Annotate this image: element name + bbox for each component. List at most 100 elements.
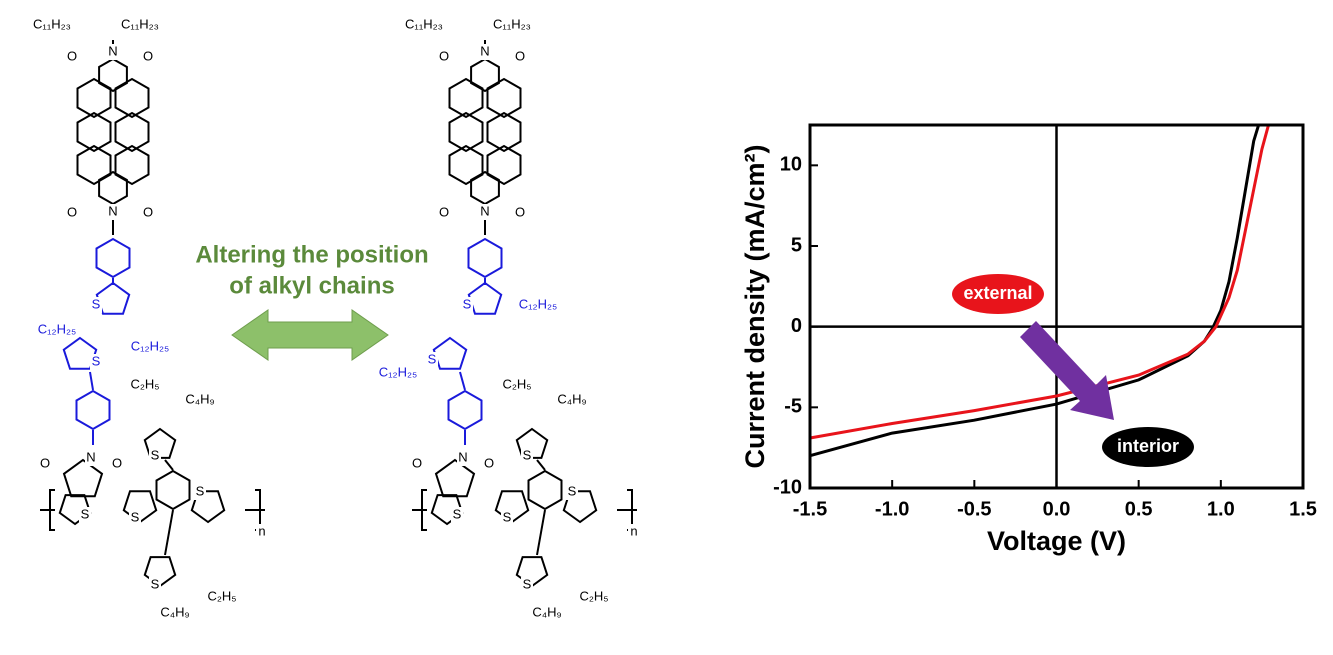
atom-label: O [67,204,77,219]
y-tick-label: 0 [791,315,802,337]
ring [114,111,150,153]
label-bg [438,49,450,65]
label-bg [107,44,119,60]
label-bg [514,205,526,221]
label-bg [588,589,600,605]
label-bg [142,49,154,65]
label-bg [461,297,473,313]
bond [536,509,546,556]
label-bg [514,49,526,65]
y-tick-label: -5 [784,396,802,418]
x-tick-label: 0.0 [1043,498,1071,520]
atom-label: C₂H₅ [207,588,236,603]
atom-label: C₂H₅ [502,376,531,391]
plot-frame [808,123,1305,490]
legend-marker [1102,427,1194,467]
x-tick-label: 1.5 [1289,498,1317,520]
label-bg [90,354,102,370]
label-bg [483,456,495,472]
atom-label: S [151,576,160,591]
label-bg [66,49,78,65]
trend-arrow [1020,321,1114,420]
ring [98,170,128,206]
bond [89,371,94,391]
label-bg [39,456,51,472]
ring [432,336,468,370]
legend-marker [952,274,1044,314]
atom-label: O [412,455,422,470]
atom-label: C₁₁H₂₃ [493,16,531,31]
ring [190,490,226,524]
atom-label: S [428,351,437,366]
ring [95,281,131,315]
bracket [412,489,637,531]
label-bg [216,589,228,605]
label-bg [194,484,206,500]
x-tick-label: 1.0 [1207,498,1235,520]
legend-label: interior [1117,436,1179,456]
ring [434,458,476,498]
label-bg [107,204,119,220]
label-bg [479,44,491,60]
atom-label: S [151,447,160,462]
atom-label: S [92,296,101,311]
label-bg [149,448,161,464]
ring [76,111,112,153]
ring [448,111,484,153]
atom-label: C₁₁H₂₃ [121,16,159,31]
atom-label: O [112,455,122,470]
x-axis-label: Voltage (V) [987,526,1126,556]
ring [98,57,128,93]
atom-label: N [108,43,117,58]
caption: Altering the position [195,241,428,268]
label-bg [129,510,141,526]
label-bg [142,205,154,221]
atom-label: S [131,509,140,524]
ring [470,170,500,206]
ring [114,144,150,186]
y-tick-label: -10 [773,476,802,498]
ring [76,144,112,186]
atom-label: O [484,455,494,470]
label-bg [506,17,518,33]
ring [75,389,111,431]
x-tick-label: -1.5 [793,498,827,520]
atom-label: N [458,449,467,464]
label-bg [457,450,469,466]
atom-label: C₄H₉ [557,391,586,406]
ring [447,389,483,431]
label-bg [85,450,97,466]
label-bg [79,507,91,523]
label-bg [438,205,450,221]
ring [527,469,563,511]
ring [62,458,104,498]
label-bg [541,605,553,621]
label-bg [521,577,533,593]
atom-label: C₁₂H₂₅ [519,296,558,311]
atom-label: S [453,506,462,521]
label-bg [511,377,523,393]
label-bg [532,297,544,313]
bond [459,371,466,391]
chart: -1.5 -1.0 -0.5 0.0 0.5 1.0 1.5 -10 -5 0 5 10 externa… [740,123,1317,556]
atom-label: C₄H₉ [160,604,189,619]
atom-label: O [40,455,50,470]
bracket [40,489,265,531]
ring [562,490,598,524]
label-bg [111,456,123,472]
ring [448,144,484,186]
atom-label: O [515,204,525,219]
legend-label: external [963,283,1032,303]
atom-label: N [108,203,117,218]
bond [536,459,546,471]
bond [164,459,174,471]
label-bg [451,507,463,523]
ring [467,281,503,315]
label-bg [169,605,181,621]
atom-label: C₁₂H₂₅ [131,338,170,353]
label-bg [566,392,578,408]
label-bg [628,524,640,540]
ring [494,490,530,524]
atom-label: O [143,204,153,219]
